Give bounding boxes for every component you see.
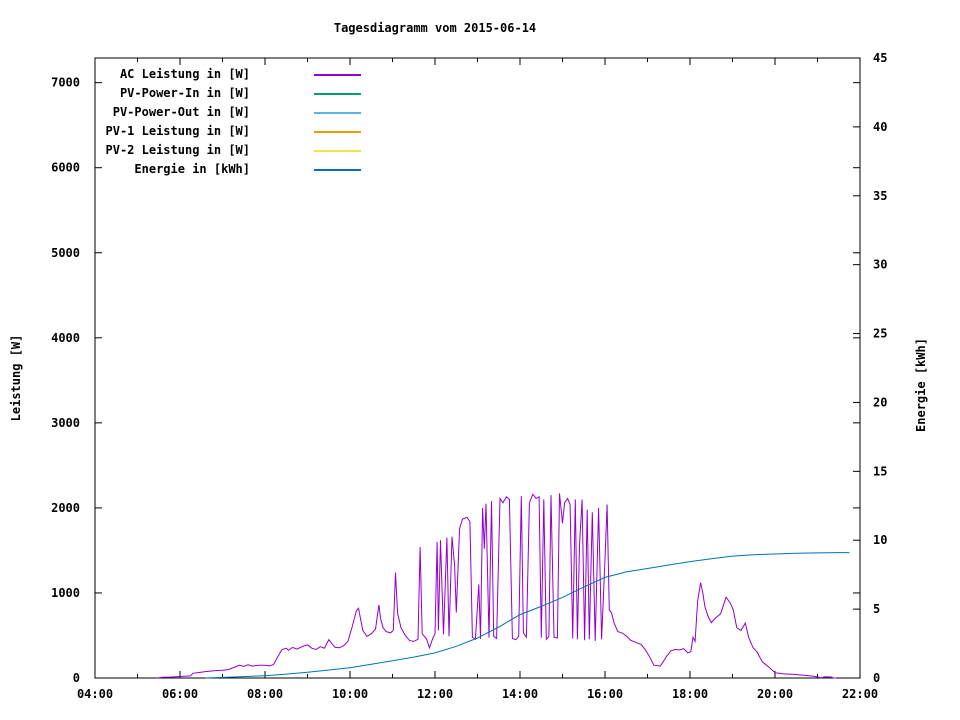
y-tick-label: 2000: [51, 501, 80, 515]
legend-line-swatch: [314, 131, 361, 133]
plot-border: [94, 57, 861, 679]
x-tick-label: 20:00: [757, 687, 793, 701]
series-energie: [205, 552, 850, 679]
y2-tick-label: 30: [873, 258, 887, 272]
y2-tick-label: 45: [873, 51, 887, 65]
y-tick-label: 1000: [51, 586, 80, 600]
x-tick-label: 10:00: [332, 687, 368, 701]
x-tick-label: 22:00: [842, 687, 878, 701]
legend-label: PV-Power-Out in [W]: [112, 105, 250, 119]
x-tick-label: 12:00: [417, 687, 453, 701]
y-tick-label: 7000: [51, 76, 80, 90]
y-tick-label: 6000: [51, 161, 80, 175]
x-tick-label: 04:00: [77, 687, 113, 701]
x-tick-label: 08:00: [247, 687, 283, 701]
y2-tick-label: 40: [873, 120, 887, 134]
y2-tick-label: 5: [873, 602, 880, 616]
legend-label: PV-Power-In in [W]: [119, 86, 250, 100]
legend-line-swatch: [314, 150, 361, 152]
y2-tick-label: 20: [873, 395, 887, 409]
legend-label: PV-2 Leistung in [W]: [105, 143, 251, 157]
y2-tick-label: 15: [873, 464, 887, 478]
x-tick-label: 18:00: [672, 687, 708, 701]
y-tick-label: 5000: [51, 246, 80, 260]
chart-title: Tagesdiagramm vom 2015-06-14: [333, 21, 537, 35]
x-tick-label: 16:00: [587, 687, 623, 701]
y-tick-label: 4000: [51, 331, 80, 345]
legend-line-swatch: [314, 74, 361, 76]
legend-line-swatch: [314, 169, 361, 171]
y2-tick-label: 0: [873, 671, 880, 685]
x-tick-label: 14:00: [502, 687, 538, 701]
y2-tick-label: 35: [873, 189, 887, 203]
legend-label: PV-1 Leistung in [W]: [105, 124, 251, 138]
legend-line-swatch: [314, 112, 361, 114]
y2-tick-label: 10: [873, 533, 887, 547]
series-ac-leistung: [156, 493, 837, 679]
y-tick-label: 3000: [51, 416, 80, 430]
y-tick-label: 0: [73, 671, 80, 685]
legend-line-swatch: [314, 93, 361, 95]
legend-label: Energie in [kWh]: [134, 162, 250, 176]
x-tick-label: 06:00: [162, 687, 198, 701]
legend-label: AC Leistung in [W]: [119, 67, 250, 81]
y2-tick-label: 25: [873, 327, 887, 341]
